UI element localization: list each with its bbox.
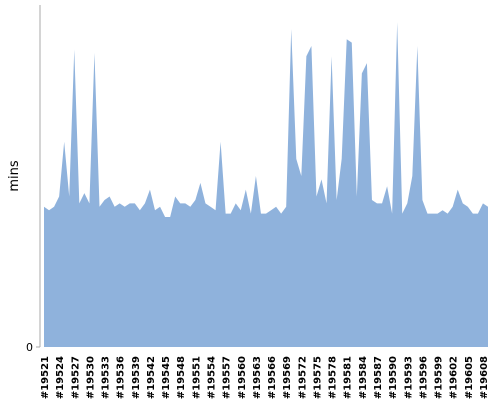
x-tick-label: #19530 xyxy=(85,356,96,399)
x-tick-label: #19569 xyxy=(282,356,293,399)
y-tick-label: 0 xyxy=(26,341,33,354)
x-tick-label: #19587 xyxy=(373,356,384,399)
x-tick-label: #19578 xyxy=(328,356,339,399)
x-tick-label: #19572 xyxy=(297,356,308,399)
x-tick-label: #19593 xyxy=(403,356,414,399)
x-tick-label: #19533 xyxy=(101,356,112,399)
x-tick-label: #19521 xyxy=(40,356,51,399)
x-tick-label: #19599 xyxy=(434,356,445,399)
x-tick-label: #19596 xyxy=(418,356,429,399)
y-axis-label: mins xyxy=(7,160,22,192)
x-tick-label: #19581 xyxy=(343,356,354,399)
x-tick-label: #19605 xyxy=(464,356,475,399)
x-tick-label: #19608 xyxy=(479,356,490,399)
x-tick-label: #19551 xyxy=(191,356,202,399)
x-tick-label: #19563 xyxy=(252,356,263,399)
x-tick-label: #19557 xyxy=(222,356,233,399)
x-tick-label: #19584 xyxy=(358,356,369,399)
x-tick-label: #19566 xyxy=(267,356,278,399)
x-tick-label: #19575 xyxy=(312,356,323,399)
area xyxy=(44,22,488,347)
x-tick-label: #19542 xyxy=(146,356,157,399)
x-tick-label: #19590 xyxy=(388,356,399,399)
x-tick-label: #19548 xyxy=(176,356,187,399)
x-tick-label: #19560 xyxy=(237,356,248,399)
x-tick-label: #19554 xyxy=(207,356,218,399)
x-tick-label: #19602 xyxy=(449,356,460,399)
x-tick-label: #19527 xyxy=(70,356,81,399)
x-tick-label: #19524 xyxy=(55,356,66,399)
x-tick-label: #19539 xyxy=(131,356,142,399)
x-tick-label: #19536 xyxy=(116,356,127,399)
x-tick-label: #19545 xyxy=(161,356,172,399)
